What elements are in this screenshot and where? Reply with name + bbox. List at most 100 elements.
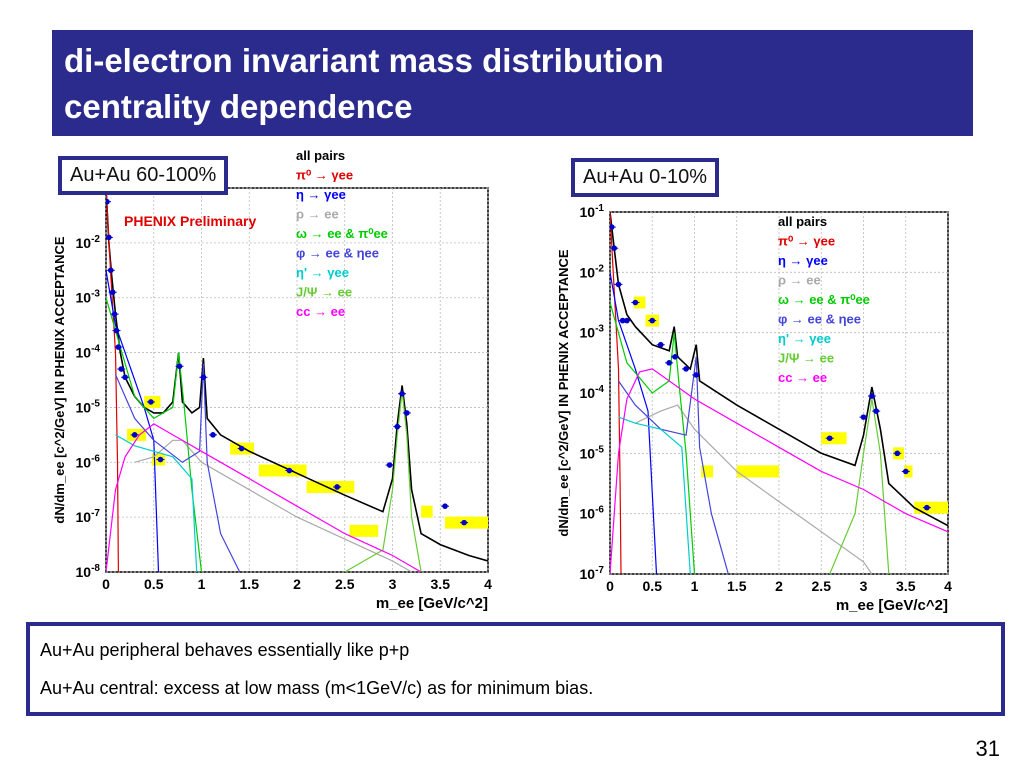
x-tick-label: 0 bbox=[102, 576, 110, 592]
y-tick-label: 10-3 bbox=[580, 324, 605, 341]
y-tick-label: 10-6 bbox=[580, 505, 605, 522]
data-point bbox=[924, 504, 930, 511]
data-point bbox=[157, 456, 164, 463]
data-point bbox=[176, 363, 183, 370]
legend-entry: J/Ψ → ee bbox=[296, 285, 352, 300]
legend-entry: η → γee bbox=[778, 253, 828, 268]
y-tick-label: 10-4 bbox=[76, 344, 101, 361]
series-line-rho bbox=[635, 404, 873, 574]
series-line-sum bbox=[610, 212, 948, 527]
data-point bbox=[106, 234, 112, 241]
systematic-error-box bbox=[736, 465, 779, 478]
data-point bbox=[869, 393, 875, 399]
data-point bbox=[118, 366, 125, 372]
series-line-eta_prime bbox=[618, 416, 691, 574]
data-point bbox=[131, 432, 138, 438]
systematic-error-box bbox=[914, 501, 948, 514]
series-line-jpsi bbox=[829, 398, 890, 574]
data-point bbox=[210, 432, 216, 438]
x-tick-label: 1.5 bbox=[240, 576, 260, 592]
x-tick-label: 2 bbox=[293, 576, 301, 592]
systematic-error-box bbox=[349, 524, 379, 537]
data-point bbox=[619, 317, 626, 324]
legend-entry: η' → γee bbox=[778, 331, 831, 346]
series-line-jpsi bbox=[344, 390, 422, 572]
x-tick-label: 0 bbox=[606, 578, 614, 594]
data-point bbox=[632, 299, 639, 306]
x-tick-label: 3.5 bbox=[896, 578, 916, 594]
systematic-error-box bbox=[821, 432, 847, 445]
y-tick-label: 10-8 bbox=[76, 563, 101, 580]
data-point bbox=[860, 414, 867, 420]
legend-entry: cc → ee bbox=[778, 370, 827, 385]
series-line-phi bbox=[114, 363, 241, 572]
systematic-error-box bbox=[701, 465, 714, 478]
summary-line-peripheral: Au+Au peripheral behaves essentially lik… bbox=[40, 640, 410, 660]
legend-entry: ρ → ee bbox=[778, 273, 821, 288]
y-tick-label: 10-2 bbox=[580, 263, 605, 280]
legend-entry: ω → ee & π⁰ee bbox=[296, 226, 388, 241]
data-point bbox=[610, 224, 615, 230]
data-point bbox=[461, 519, 467, 526]
data-point bbox=[394, 423, 401, 430]
data-point bbox=[666, 360, 672, 366]
legend-entry: cc → ee bbox=[296, 304, 345, 319]
chart-panel-peripheral: 0 0.5 1 1.5 2 2.5 3 3.5 4 10-8 10-7 10-6 10-5 10-4 10-… bbox=[50, 140, 500, 620]
x-tick-label: 3.5 bbox=[431, 576, 451, 592]
y-axis-title: dN/dm_ee [c^2/GeV] IN PHENIX ACCEPTANCE bbox=[556, 249, 571, 536]
y-tick-label: 10-3 bbox=[76, 289, 101, 306]
page-title: di-electron invariant mass distribution bbox=[64, 42, 664, 79]
legend-entry: π⁰ → γee bbox=[778, 234, 835, 249]
legend-entry: all pairs bbox=[296, 148, 345, 163]
data-point bbox=[113, 327, 120, 334]
data-point bbox=[238, 445, 245, 452]
data-point bbox=[111, 311, 118, 317]
y-tick-label: 10-5 bbox=[580, 444, 605, 461]
legend-entry: η → γee bbox=[296, 187, 346, 202]
x-tick-label: 4 bbox=[944, 578, 952, 594]
data-point bbox=[399, 390, 405, 397]
data-point bbox=[873, 408, 879, 414]
data-point bbox=[386, 462, 393, 468]
series-line-pi0 bbox=[610, 212, 622, 574]
chart-central: 0 0.5 1 1.5 2 2.5 3 3.5 4 10-7 10-6 10-5 10-4 10-3 10-… bbox=[556, 203, 952, 614]
data-point bbox=[122, 374, 128, 381]
x-tick-label: 0.5 bbox=[144, 576, 164, 592]
legend-entry: π⁰ → γee bbox=[296, 168, 353, 183]
data-point bbox=[107, 267, 114, 274]
series-line-omega bbox=[106, 297, 203, 572]
data-point bbox=[902, 468, 909, 475]
y-tick-label: 10-4 bbox=[580, 384, 605, 401]
x-axis-title: m_ee [GeV/c^2] bbox=[376, 595, 488, 612]
y-tick-label: 10-5 bbox=[76, 398, 101, 415]
series-line-cc bbox=[106, 423, 422, 572]
legend-entry: ρ → ee bbox=[296, 207, 339, 222]
chart-panel-central: 0 0.5 1 1.5 2 2.5 3 3.5 4 10-7 10-6 10-5 10-4 10-3 10-… bbox=[548, 192, 968, 620]
data-point bbox=[683, 366, 689, 372]
page-number: 31 bbox=[975, 736, 1000, 761]
y-tick-label: 10-7 bbox=[580, 565, 605, 582]
x-tick-label: 4 bbox=[484, 576, 492, 592]
legend-entry: all pairs bbox=[778, 214, 827, 229]
data-point bbox=[286, 467, 293, 474]
chart-peripheral: 0 0.5 1 1.5 2 2.5 3 3.5 4 10-8 10-7 10-6 10-5 10-4 10-… bbox=[52, 148, 492, 612]
preliminary-label: PHENIX Preliminary bbox=[124, 213, 256, 229]
y-tick-label: 10-1 bbox=[580, 203, 605, 220]
summary-box: Au+Au peripheral behaves essentially lik… bbox=[26, 622, 1005, 716]
data-point bbox=[106, 198, 110, 205]
systematic-error-box bbox=[421, 505, 433, 518]
x-tick-label: 3 bbox=[860, 578, 868, 594]
data-point bbox=[148, 399, 154, 405]
data-point bbox=[442, 503, 448, 509]
title-bar: di-electron invariant mass distribution … bbox=[52, 30, 973, 136]
data-point bbox=[615, 281, 622, 288]
data-point bbox=[657, 341, 664, 348]
x-tick-label: 1 bbox=[198, 576, 206, 592]
x-axis-title: m_ee [GeV/c^2] bbox=[836, 597, 948, 614]
x-tick-label: 2.5 bbox=[812, 578, 832, 594]
x-tick-label: 1.5 bbox=[727, 578, 747, 594]
series-line-pi0 bbox=[106, 188, 119, 572]
data-point bbox=[826, 435, 833, 442]
data-point bbox=[200, 374, 207, 381]
data-point bbox=[672, 354, 678, 360]
